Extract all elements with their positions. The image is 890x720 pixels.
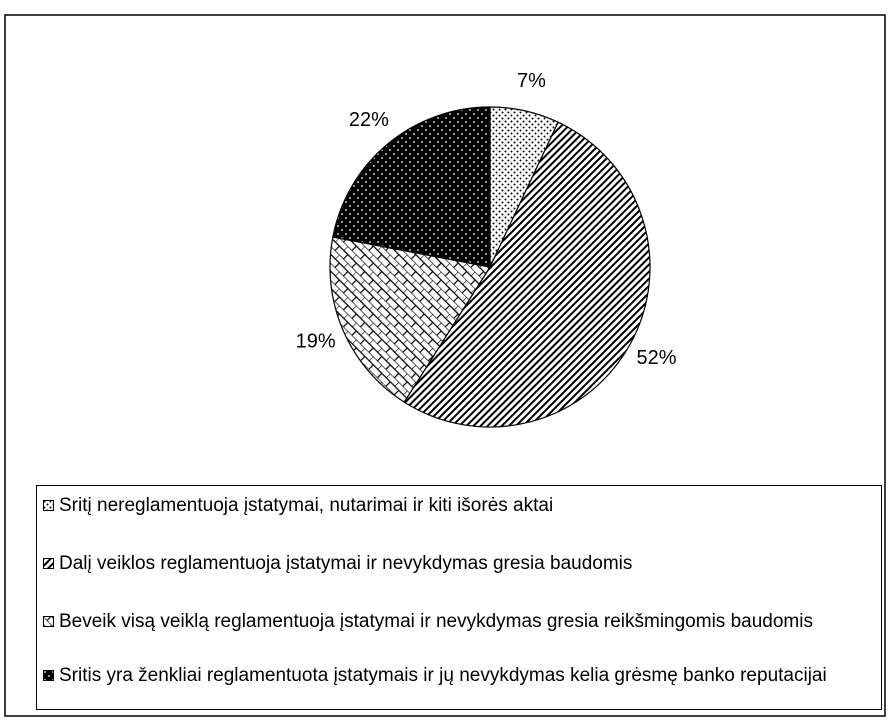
slice-label: 52% <box>636 347 676 369</box>
legend-label: Dalį veiklos reglamentuoja įstatymai ir … <box>59 553 633 574</box>
legend-marker <box>43 500 54 511</box>
legend-entry: Dalį veiklos reglamentuoja įstatymai ir … <box>43 552 877 576</box>
legend-entry: Sritis yra ženkliai reglamentuota įstaty… <box>43 664 877 688</box>
slice-label: 22% <box>349 109 389 131</box>
slice-label: 7% <box>517 70 546 92</box>
legend-marker <box>43 670 54 681</box>
frame <box>4 14 886 717</box>
pie-slice <box>332 106 491 268</box>
legend-marker <box>43 558 54 569</box>
legend-label: Sritis yra ženkliai reglamentuota įstaty… <box>59 665 827 686</box>
legend-entry: Beveik visą veiklą reglamentuoja įstatym… <box>43 610 877 634</box>
pie-slice <box>329 236 491 403</box>
pie-slice <box>403 121 651 428</box>
legend-marker <box>43 616 54 627</box>
legend: Sritį nereglamentuoja įstatymai, nutarim… <box>36 485 882 710</box>
legend-label: Beveik visą veiklą reglamentuoja įstatym… <box>59 611 813 632</box>
legend-entry: Sritį nereglamentuoja įstatymai, nutarim… <box>43 494 877 518</box>
slice-label: 19% <box>296 331 336 353</box>
legend-label: Sritį nereglamentuoja įstatymai, nutarim… <box>59 495 554 516</box>
